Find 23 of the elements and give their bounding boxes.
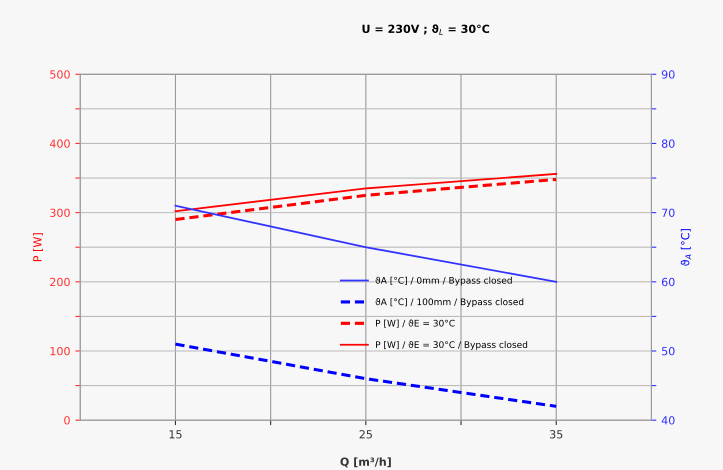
legend-label: P [W] / ϑE = 30°C / Bypass closed [376, 340, 528, 350]
y2-axis-title: ϑ$_{A}$ [°C] [680, 229, 692, 266]
y2-tick-label: 40 [662, 416, 675, 425]
y2-tick-label: 60 [662, 278, 675, 286]
y2-tick-label: 80 [662, 139, 675, 148]
x-axis-title: Q [m³/h] [340, 457, 391, 468]
legend-label: ϑA [°C] / 100mm / Bypass closed [376, 298, 524, 307]
legend-label: P [W] / ϑE = 30°C [376, 320, 455, 328]
y-axis-title: P [W] [33, 233, 43, 262]
y-tick-label: 200 [50, 278, 70, 286]
x-tick-label: 15 [170, 430, 182, 439]
y-tick-label: 0 [64, 416, 70, 425]
y2-tick-label: 90 [662, 70, 675, 79]
y2-tick-label: 50 [662, 346, 675, 356]
y-tick-label: 300 [50, 208, 70, 218]
y-tick-label: 400 [50, 139, 70, 148]
chart-title: U = 230V ; ϑ$_{L}$ = 30°C [362, 24, 490, 35]
y2-tick-label: 70 [662, 208, 675, 218]
x-tick-label: 25 [360, 430, 372, 439]
legend-label: ϑA [°C] / 0mm / Bypass closed [376, 276, 512, 286]
x-tick-label: 35 [550, 430, 562, 439]
y-tick-label: 500 [50, 70, 70, 79]
y-tick-label: 100 [50, 346, 70, 356]
